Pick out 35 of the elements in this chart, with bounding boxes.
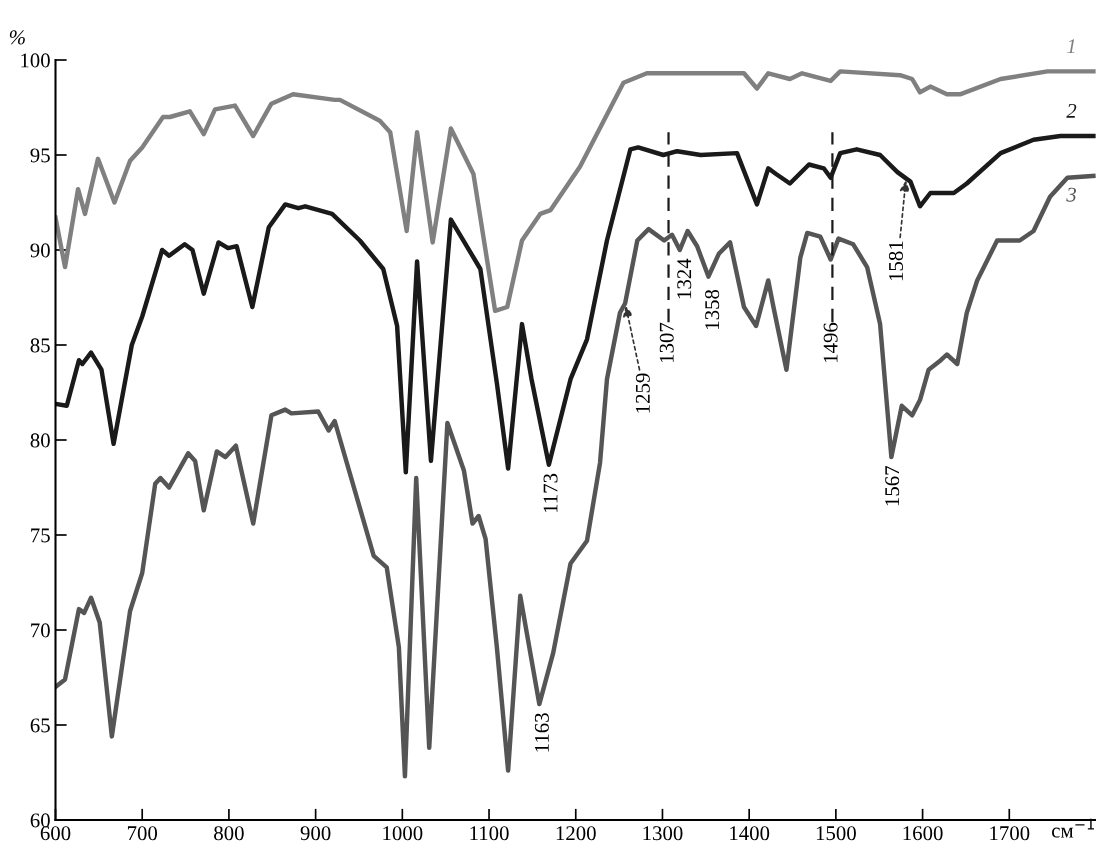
x-tick-label: 1700 <box>990 826 1030 841</box>
series-label: 2 <box>1066 103 1077 118</box>
y-tick-label: 75 <box>31 528 50 543</box>
x-tick-label: 800 <box>214 826 244 841</box>
x-tick-label: 900 <box>300 826 331 841</box>
y-tick-label: 60 <box>30 813 50 828</box>
annotation: 1324 <box>677 258 692 299</box>
annotation: 1581 <box>888 241 903 281</box>
annotation: 1567 <box>885 466 900 506</box>
y-tick-label: 65 <box>30 718 50 733</box>
y-tick-label: 70 <box>31 623 50 638</box>
y-tick-label: 100 <box>21 53 50 68</box>
x-tick-label: 1600 <box>903 826 943 841</box>
annotation: 1173 <box>543 473 558 513</box>
y-tick-label: 80 <box>30 433 50 448</box>
y-tick-label: 85 <box>30 338 50 353</box>
ref-line-label: 1496 <box>823 322 838 363</box>
x-tick-label: 700 <box>127 826 158 841</box>
annotation: 1163 <box>534 713 549 752</box>
x-tick-label: 1300 <box>643 826 683 841</box>
series-label: 1 <box>1067 39 1075 54</box>
x-tick-label: 600 <box>40 826 71 841</box>
annotation: 1358 <box>705 289 720 329</box>
x-tick-label: 1100 <box>470 826 509 841</box>
y-axis-title: % <box>9 30 25 45</box>
x-tick-label: 1200 <box>556 826 596 841</box>
ref-line-label: 1307 <box>659 322 674 363</box>
x-tick-label: 1400 <box>730 826 770 841</box>
line-series <box>55 173 1096 779</box>
x-tick-label: 1500 <box>816 826 856 841</box>
y-tick-label: 95 <box>30 148 50 163</box>
annotation: 1259 <box>635 373 650 413</box>
y-tick-label: 90 <box>30 243 50 258</box>
series-label: 3 <box>1066 187 1077 202</box>
x-tick-label: 1000 <box>383 826 423 841</box>
